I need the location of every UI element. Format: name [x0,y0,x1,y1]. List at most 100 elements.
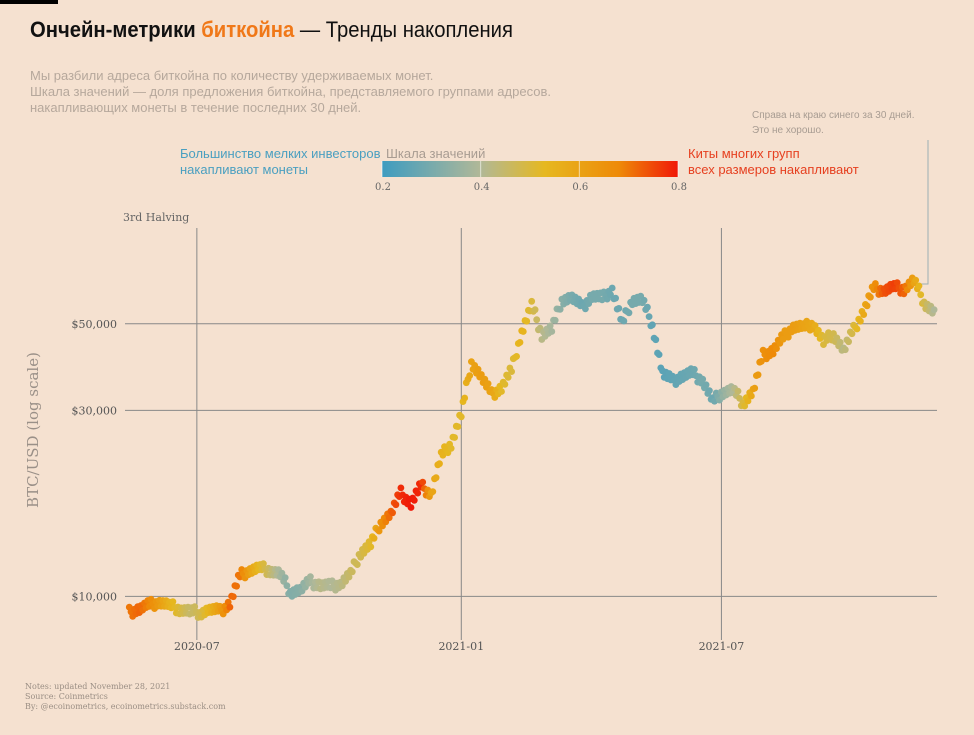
data-point [815,326,822,334]
data-point [407,504,415,511]
title-part-3: — Тренды накопления [299,17,513,42]
data-point [811,322,819,329]
data-point [867,293,874,301]
data-point [758,358,765,365]
data-point [233,582,241,590]
data-point [461,394,469,402]
data-point [498,388,505,395]
data-points [125,274,938,621]
data-point [699,375,707,383]
data-point [548,328,556,335]
data-point [784,333,792,341]
colorbar-right-line: Киты многих групп [688,146,800,161]
subtitle: Мы разбили адреса биткойна по количеству… [30,68,551,116]
data-point [649,321,656,329]
data-point [860,311,868,318]
x-tick-label: 2021-01 [438,640,484,653]
data-point [447,445,455,452]
data-point [392,501,400,509]
data-point [893,279,901,286]
colorbar-tick-label: 0.4 [474,182,490,193]
data-point [640,296,648,304]
data-point [389,509,396,517]
colorbar-left-line: Большинство мелких инвесторов [180,146,381,161]
page-title: Ончейн-метрики биткойна — Тренды накопле… [30,17,513,43]
data-point [345,573,353,581]
data-point [513,353,520,360]
data-point [615,305,623,312]
data-point [754,371,762,379]
data-point [385,514,393,522]
data-point [625,309,633,317]
note-line: Это не хорошо. [752,125,824,136]
data-point [582,305,589,313]
data-point [281,574,289,581]
y-tick-label: $10,000 [72,590,118,603]
data-point [533,316,541,324]
title-part-2: биткойна [201,17,295,42]
data-point [436,460,443,468]
data-point [691,366,698,373]
colorbar-left-label: Большинство мелких инвесторов накапливаю… [180,146,380,178]
y-axis-label: BTC/USD (log scale) [24,352,42,508]
data-point [508,368,515,375]
colorbar-title: Шкала значений [386,146,486,161]
note-leader-line [908,140,929,285]
data-point [432,474,440,482]
data-point [454,423,462,430]
data-point [191,603,199,611]
note-line: Справа на краю синего за 30 дней. [752,110,915,121]
data-point [706,387,713,394]
data-point [702,381,710,389]
data-point [779,335,787,343]
data-point [655,351,663,358]
data-point [748,392,755,400]
data-point [744,397,752,405]
data-point [260,560,267,568]
footer-line: Notes: updated November 28, 2021 [25,682,171,691]
data-point [410,496,418,504]
data-point [457,413,465,421]
data-point [848,330,856,338]
data-point [348,568,356,576]
data-point [307,573,314,580]
data-point [644,303,651,311]
data-point [484,380,492,387]
data-point [741,402,749,410]
data-point [930,306,938,314]
data-point [375,527,383,535]
colorbar-right-label: Киты многих групп всех размеров накаплив… [688,146,859,178]
data-point [845,338,852,346]
data-point [224,598,232,606]
data-point [226,603,234,611]
colorbar-tick-label: 0.6 [572,182,588,193]
data-point [608,284,616,292]
x-tick-label: 2020-07 [174,640,220,653]
colorbar-ticks: 0.2 0.4 0.6 0.8 [375,161,687,193]
data-point [863,302,871,310]
data-point [504,374,512,381]
y-tick-label: $30,000 [72,404,118,417]
halving-annotation: 3rd Halving [123,211,189,224]
colorbar [382,161,678,177]
data-point [169,598,177,606]
data-point [370,534,378,542]
colorbar-right-line: всех размеров накапливают [688,162,859,177]
data-point [429,488,437,495]
data-point [451,434,458,441]
data-point [915,282,923,290]
data-point [645,313,653,320]
grid: $10,000 $30,000 $50,000 2020-07 2021-01 2021-… [72,228,937,653]
title-part-1: Ончейн-метрики [30,17,196,42]
data-point [365,538,373,546]
colorbar-left-line: накапливают монеты [180,162,308,177]
colorbar-tick-label: 0.2 [375,182,391,193]
subtitle-line: Мы разбили адреса биткойна по количеству… [30,68,434,83]
data-point [773,345,780,352]
right-edge-note: Справа на краю синего за 30 дней. Это не… [752,108,915,138]
data-point [367,543,375,551]
data-point [414,489,422,497]
data-point [853,325,861,333]
data-point [523,317,531,325]
footer-line: Source: Coinmetrics [25,692,108,701]
